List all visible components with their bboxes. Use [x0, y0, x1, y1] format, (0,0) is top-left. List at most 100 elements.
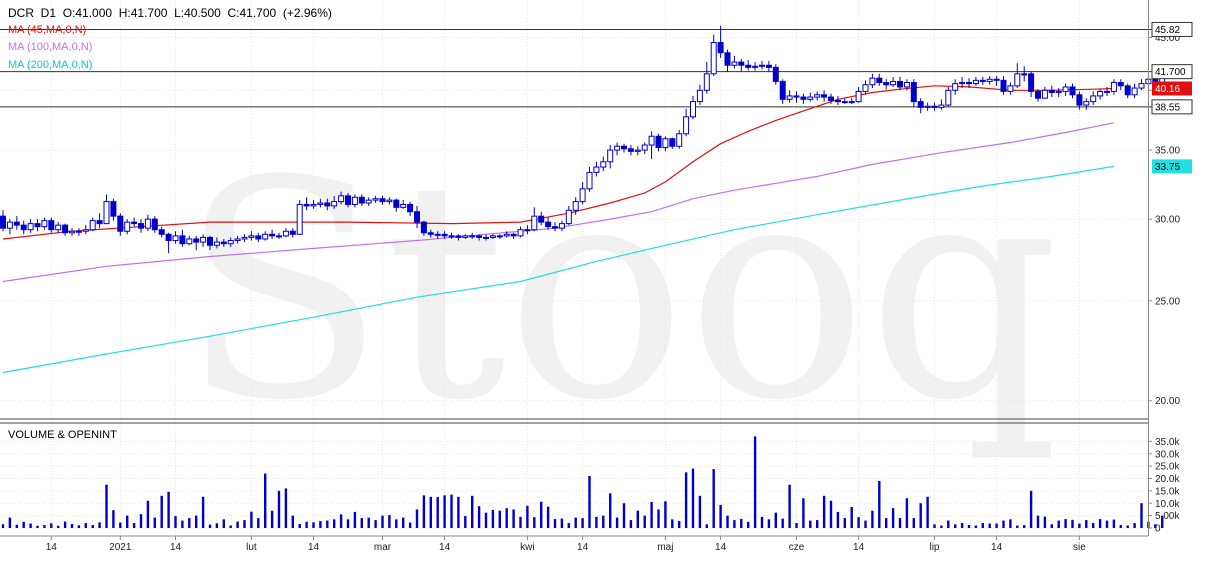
volume-bar [912, 518, 915, 528]
volume-bar [388, 515, 391, 528]
candle-down [358, 196, 365, 204]
candle-down [800, 96, 807, 100]
x-tick-label: mar [374, 542, 392, 553]
volume-bar [291, 515, 294, 528]
volume-bar [967, 525, 971, 528]
candle-up [317, 202, 324, 205]
candles [0, 25, 1166, 254]
volume-bar [519, 516, 522, 528]
volume-bar [146, 500, 150, 528]
x-tick-label: lut [246, 542, 257, 553]
candle-up [807, 96, 814, 100]
candle-up [648, 135, 655, 146]
volume-bar [188, 518, 191, 528]
candle-up [890, 80, 897, 86]
volume-tick-label: 10.0k [1155, 499, 1180, 510]
candle-down [220, 241, 227, 245]
candle-down [455, 235, 462, 238]
volume-bar [1078, 523, 1081, 528]
candle-down [324, 202, 331, 207]
candle-down [1117, 82, 1124, 87]
volume-bar [84, 523, 87, 528]
candle-up [676, 133, 683, 147]
candle-down [13, 221, 20, 226]
volume-bar [512, 509, 515, 528]
candle-up [531, 215, 538, 231]
volume-bar [960, 523, 964, 528]
volume-bar [1071, 519, 1074, 528]
x-tick-label: 14 [853, 542, 865, 553]
volume-bar [477, 506, 481, 528]
candle-up [752, 65, 759, 68]
price-tag-label: 38.55 [1155, 102, 1180, 113]
candle-down [538, 215, 545, 223]
watermark: Stooq [180, 117, 1059, 466]
candle-up [662, 138, 669, 149]
volume-bar [1098, 519, 1102, 528]
candle-up [607, 149, 614, 163]
candle-down [552, 226, 558, 229]
volume-bar [898, 518, 902, 528]
price-tags: 45.82 41.700 40.16 38.55 33.75 [1151, 21, 1193, 174]
candle-down [724, 52, 731, 66]
x-tick-label: cze [789, 542, 805, 553]
candle-down [393, 199, 400, 208]
candle-down [966, 82, 972, 85]
candle-up [89, 220, 96, 231]
price-tick-label: 35.00 [1155, 146, 1180, 157]
volume-bar [926, 496, 929, 528]
candle-down [117, 215, 124, 232]
volume-bar [526, 505, 529, 528]
volume-bar [1119, 525, 1122, 528]
volume-bar [1043, 516, 1047, 528]
candle-up [1041, 89, 1048, 99]
volume-bar [22, 521, 25, 528]
price-tag-label: 45.82 [1155, 25, 1180, 36]
volume-bar [684, 472, 688, 528]
candle-up [400, 203, 407, 208]
volume-bar [567, 523, 570, 528]
volume-bar [802, 498, 805, 528]
candle-down [414, 211, 420, 223]
x-tick-label: 2021 [109, 542, 132, 553]
price-tick-label: 30.00 [1155, 215, 1180, 226]
volume-bar [29, 523, 32, 528]
candle-up [855, 90, 862, 103]
price-tag: 45.82 [1151, 21, 1193, 37]
volume-bar [574, 517, 577, 528]
volume-bar [781, 518, 784, 528]
volume-bar [740, 518, 743, 528]
volume-bar [257, 518, 260, 528]
volume-bar [105, 484, 108, 528]
candle-down [993, 78, 1000, 81]
volume-bar [726, 515, 729, 528]
candle-down [20, 224, 27, 231]
candle-down [717, 42, 724, 54]
volume-bar [719, 504, 722, 528]
volume-bar [201, 496, 205, 528]
price-tick-label: 20.00 [1155, 396, 1180, 407]
volume-bar [174, 516, 177, 528]
volume-bar [91, 525, 94, 528]
volume-bar [464, 516, 467, 528]
volume-bar [933, 524, 936, 528]
candle-up [234, 238, 241, 242]
candle-up [1083, 101, 1090, 106]
candle-up [372, 198, 379, 201]
candle-down [765, 64, 772, 68]
volume-bar [871, 510, 874, 528]
volume-bar [1036, 515, 1040, 528]
volume-bar [691, 468, 695, 528]
candle-up [759, 64, 765, 67]
candle-down [655, 135, 662, 149]
x-tick-label: 14 [715, 542, 727, 553]
candle-up [227, 240, 234, 245]
volume-bar [905, 498, 909, 528]
volume-bar [809, 520, 812, 528]
volume-bar [698, 495, 702, 528]
volume-bar [609, 493, 612, 528]
candle-down [510, 233, 517, 237]
candle-up [1062, 86, 1069, 92]
candle-down [545, 221, 552, 228]
